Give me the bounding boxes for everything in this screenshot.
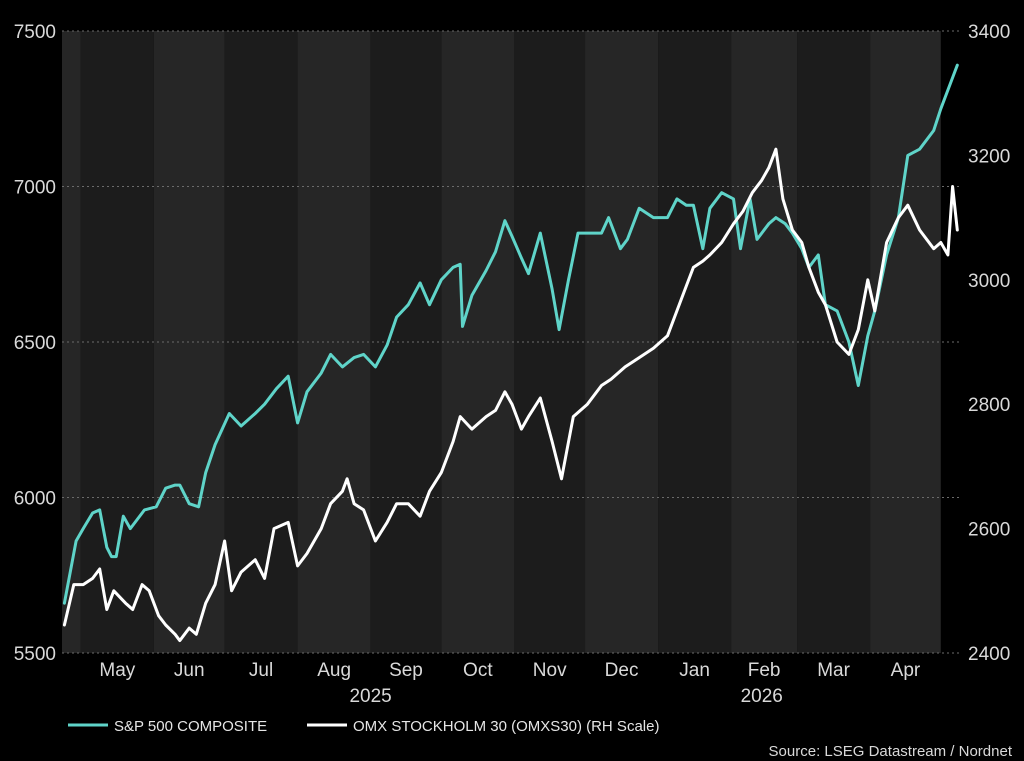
month-tick-label: Sep (389, 660, 423, 681)
year-tick-label: 2025 (349, 686, 391, 707)
month-tick-label: Oct (463, 660, 493, 681)
month-tick-label: Nov (533, 660, 567, 681)
legend-label-omxs30: OMX STOCKHOLM 30 (OMXS30) (RH Scale) (353, 718, 659, 735)
month-tick-label: Jan (679, 660, 710, 681)
left-tick-label: 6500 (14, 333, 56, 354)
legend: S&P 500 COMPOSITE OMX STOCKHOLM 30 (OMXS… (68, 718, 659, 735)
gridlines (62, 30, 962, 654)
month-tick-label: May (99, 660, 135, 681)
right-tick-label: 2600 (968, 520, 1010, 541)
right-tick-label: 2800 (968, 395, 1010, 416)
month-tick-label: Apr (891, 660, 921, 681)
month-tick-label: Feb (748, 660, 781, 681)
left-tick-label: 6000 (14, 489, 56, 510)
right-axis-ticks: 3400 3200 3000 2800 2600 2400 (968, 22, 1010, 665)
left-tick-label: 7500 (14, 22, 56, 43)
legend-label-sp500: S&P 500 COMPOSITE (114, 718, 267, 735)
right-tick-label: 3400 (968, 22, 1010, 43)
month-band (658, 31, 732, 653)
month-tick-label: Mar (817, 660, 850, 681)
right-tick-label: 2400 (968, 644, 1010, 665)
left-tick-label: 5500 (14, 644, 56, 665)
source-note: Source: LSEG Datastream / Nordnet (769, 743, 1013, 760)
right-tick-label: 3200 (968, 146, 1010, 167)
left-tick-label: 7000 (14, 178, 56, 199)
month-band (514, 31, 586, 653)
x-axis-labels: May Jun Jul Aug Sep Oct Nov Dec Jan Feb Mar Apr 2025… (99, 660, 920, 707)
month-tick-label: Jun (174, 660, 205, 681)
month-band (370, 31, 442, 653)
year-tick-label: 2026 (741, 686, 783, 707)
month-band (62, 31, 81, 653)
left-axis-ticks: 7500 7000 6500 6000 5500 (14, 22, 56, 665)
series-lines (62, 63, 959, 643)
month-tick-label: Aug (317, 660, 351, 681)
month-band (870, 31, 941, 653)
month-band (224, 31, 298, 653)
month-tick-label: Jul (249, 660, 273, 681)
series-line-omxs30 (62, 147, 959, 643)
month-tick-label: Dec (605, 660, 639, 681)
right-tick-label: 3000 (968, 271, 1010, 292)
